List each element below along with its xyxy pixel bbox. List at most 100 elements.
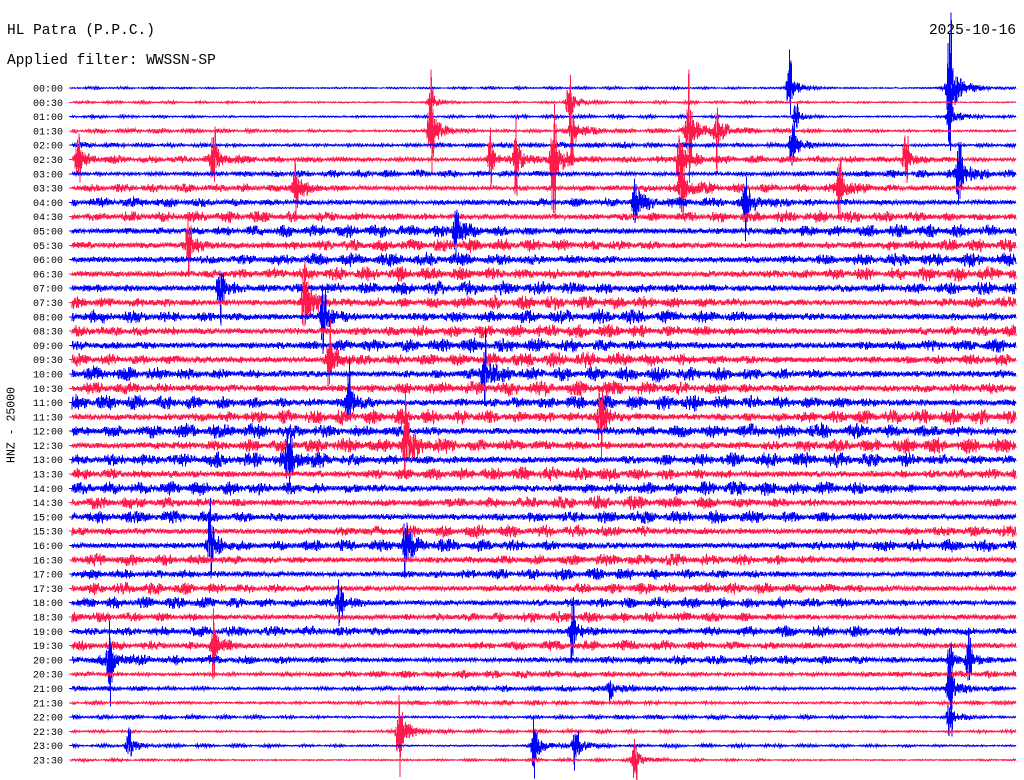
time-label-1000: 10:00 [33, 371, 63, 382]
trace-0300 [69, 142, 1017, 206]
time-label-0200: 02:00 [33, 142, 63, 153]
trace-1130 [69, 385, 1017, 459]
time-label-0530: 05:30 [33, 242, 63, 253]
trace-0130 [69, 69, 1017, 184]
filter-label: Applied filter: WWSSN-SP [7, 53, 216, 69]
trace-1000 [69, 328, 1017, 405]
trace-0830 [69, 323, 1017, 339]
trace-1500 [69, 510, 1017, 524]
trace-0230 [69, 103, 1017, 217]
trace-1030 [69, 380, 1017, 397]
time-label-1500: 15:00 [33, 513, 63, 524]
trace-0100 [69, 88, 1017, 152]
time-label-1030: 10:30 [33, 385, 63, 396]
trace-1530 [69, 524, 1017, 539]
time-label-1900: 19:00 [33, 628, 63, 639]
trace-1800 [69, 579, 1017, 626]
time-label-0500: 05:00 [33, 228, 63, 239]
time-label-0330: 03:30 [33, 185, 63, 196]
trace-1900 [69, 596, 1017, 664]
trace-2130 [69, 698, 1017, 707]
trace-1200 [69, 422, 1017, 440]
trace-2100 [69, 666, 1017, 710]
time-label-0430: 04:30 [33, 213, 63, 224]
time-label-2300: 23:00 [33, 742, 63, 753]
trace-0730 [69, 261, 1017, 327]
time-label-2100: 21:00 [33, 685, 63, 696]
trace-1230 [69, 386, 1017, 474]
trace-0630 [69, 266, 1017, 282]
trace-2000 [69, 620, 1017, 707]
time-label-1200: 12:00 [33, 428, 63, 439]
time-label-1400: 14:00 [33, 485, 63, 496]
time-label-1800: 18:00 [33, 599, 63, 610]
time-label-2200: 22:00 [33, 714, 63, 725]
time-labels: 00:00 00:30 01:00 01:30 02:00 02:30 03:00 03:30… [33, 85, 63, 768]
trace-1330 [69, 466, 1017, 482]
trace-0400 [69, 176, 1017, 242]
time-label-1530: 15:30 [33, 528, 63, 539]
time-label-0100: 01:00 [33, 113, 63, 124]
time-label-1300: 13:00 [33, 456, 63, 467]
trace-2300 [69, 716, 1017, 779]
trace-1630 [69, 552, 1017, 567]
trace-0930 [69, 319, 1017, 386]
time-label-2030: 20:30 [33, 671, 63, 682]
time-label-1130: 11:30 [33, 413, 63, 424]
time-label-0900: 09:00 [33, 342, 63, 353]
seismic-traces [69, 12, 1017, 780]
time-label-2330: 23:30 [33, 757, 63, 768]
time-label-0600: 06:00 [33, 256, 63, 267]
time-label-2000: 20:00 [33, 656, 63, 667]
time-label-1930: 19:30 [33, 642, 63, 653]
time-label-0630: 06:30 [33, 270, 63, 281]
time-label-1430: 14:30 [33, 499, 63, 510]
trace-2030 [69, 669, 1017, 679]
trace-0700 [69, 270, 1017, 326]
trace-1400 [69, 480, 1017, 497]
time-label-1100: 11:00 [33, 399, 63, 410]
time-label-0930: 09:30 [33, 356, 63, 367]
time-label-0700: 07:00 [33, 285, 63, 296]
trace-0800 [69, 285, 1017, 354]
trace-1100 [69, 358, 1017, 421]
time-label-0230: 02:30 [33, 156, 63, 167]
trace-2330 [69, 739, 1017, 780]
trace-0900 [69, 337, 1017, 354]
trace-1930 [69, 608, 1017, 680]
trace-0330 [69, 154, 1017, 220]
trace-1300 [69, 429, 1017, 490]
time-label-0400: 04:00 [33, 199, 63, 210]
trace-2230 [69, 694, 1017, 778]
time-label-0030: 00:30 [33, 99, 63, 110]
time-label-1600: 16:00 [33, 542, 63, 553]
trace-0600 [69, 252, 1017, 268]
trace-0200 [69, 121, 1017, 166]
time-label-2130: 21:30 [33, 699, 63, 710]
time-label-1700: 17:00 [33, 571, 63, 582]
trace-1600 [69, 498, 1017, 579]
time-label-0830: 08:30 [33, 328, 63, 339]
trace-1730 [69, 581, 1017, 595]
trace-0000 [69, 12, 1017, 132]
trace-1830 [69, 611, 1017, 623]
trace-1700 [69, 568, 1017, 581]
trace-2200 [69, 694, 1017, 737]
time-label-0800: 08:00 [33, 313, 63, 324]
trace-0500 [69, 209, 1017, 262]
time-label-1830: 18:30 [33, 614, 63, 625]
time-label-0300: 03:00 [33, 170, 63, 181]
trace-0430 [69, 210, 1017, 224]
time-label-1230: 12:30 [33, 442, 63, 453]
time-label-1630: 16:30 [33, 556, 63, 567]
time-label-2230: 22:30 [33, 728, 63, 739]
trace-1430 [69, 495, 1017, 511]
time-label-1730: 17:30 [33, 585, 63, 596]
time-label-0000: 00:00 [33, 85, 63, 96]
station-title: HL Patra (P.P.C.) [7, 23, 155, 39]
time-label-0130: 01:30 [33, 127, 63, 138]
trace-0030 [69, 75, 1017, 132]
time-label-1330: 13:30 [33, 471, 63, 482]
time-label-0730: 07:30 [33, 299, 63, 310]
